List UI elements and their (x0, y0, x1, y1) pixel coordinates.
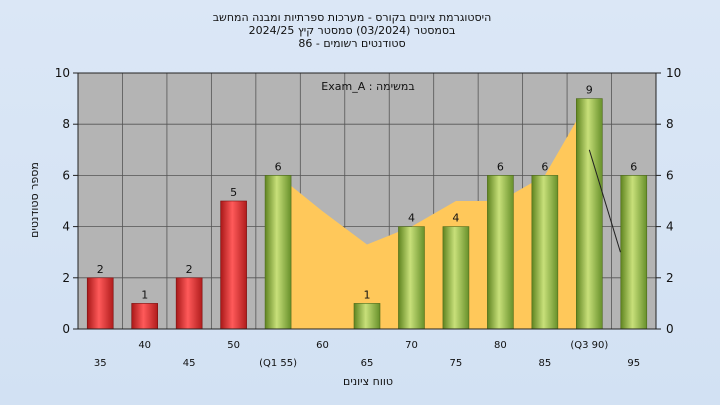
value-label: 4 (408, 212, 415, 225)
x-tick-label: 80 (494, 340, 507, 351)
value-label: 6 (497, 160, 504, 173)
bar (576, 98, 603, 330)
bar (531, 175, 559, 330)
x-tick-label: 50 (227, 340, 240, 351)
x-tick-label: 85 (538, 358, 551, 369)
value-label: 4 (452, 212, 459, 225)
trend-line (588, 149, 621, 253)
y-axis-title: מספר סטודנטים (28, 162, 41, 238)
y-tick-label: 10 (666, 66, 681, 80)
bar (442, 226, 470, 330)
bar (264, 175, 292, 330)
chart-title-line-2: בסמסטר (03/2024) סמסטר קיץ 2024/25 (249, 24, 456, 37)
bar (220, 200, 247, 330)
value-label: 6 (275, 160, 282, 173)
value-label: 1 (141, 288, 148, 301)
bar (620, 175, 648, 330)
bar (353, 303, 381, 330)
chart-title-line-1: היסטוגרמת ציונים בקורס - מערכות ספרתיות … (213, 11, 492, 24)
x-tick-label: 65 (361, 358, 374, 369)
value-label: 2 (97, 263, 104, 276)
y-tick-label: 8 (666, 117, 674, 131)
y-tick-label: 4 (62, 220, 70, 234)
value-labels: 2 1 2 5 6 1 4 4 6 6 9 6 (97, 84, 638, 302)
bars (86, 98, 648, 330)
x-axis-title: טווח ציונים (343, 375, 393, 388)
bar (175, 277, 203, 330)
y-tick-label: 6 (666, 168, 674, 182)
value-label: 5 (230, 186, 237, 199)
x-tick-label: 45 (183, 358, 196, 369)
value-label: 1 (364, 288, 371, 301)
y-tick-label: 2 (666, 271, 674, 285)
plot-border (77, 72, 657, 330)
x-tick-label: 95 (627, 358, 640, 369)
y-axis-right: 0 2 4 6 8 10 (656, 66, 681, 336)
bar (398, 226, 425, 330)
bar (86, 277, 114, 330)
value-label: 9 (586, 84, 593, 97)
y-axis-left: 0 2 4 6 8 10 (55, 66, 78, 336)
y-tick-label: 8 (62, 117, 70, 131)
value-label: 2 (186, 263, 193, 276)
bar (487, 175, 514, 330)
x-tick-label: 75 (450, 358, 463, 369)
value-label: 6 (541, 160, 548, 173)
y-tick-label: 6 (62, 168, 70, 182)
x-tick-label: (Q3 90) (570, 340, 608, 351)
y-tick-label: 2 (62, 271, 70, 285)
y-tick-label: 0 (666, 322, 674, 336)
x-tick-label: (Q1 55) (259, 358, 297, 369)
y-tick-label: 10 (55, 66, 70, 80)
x-axis: 35 40 45 50 (Q1 55) 60 65 70 75 80 85 (Q3 90) 95 (94, 340, 640, 369)
x-tick-label: 70 (405, 340, 418, 351)
x-tick-label: 35 (94, 358, 107, 369)
y-tick-label: 4 (666, 220, 674, 234)
value-label: 6 (630, 160, 637, 173)
x-tick-label: 60 (316, 340, 329, 351)
chart-title-line-3: סטודנטים רשומים - 86 (298, 37, 405, 50)
bar (131, 303, 158, 330)
y-tick-label: 0 (62, 322, 70, 336)
x-tick-label: 40 (138, 340, 151, 351)
task-label: במשימה : Exam_A (321, 80, 414, 93)
